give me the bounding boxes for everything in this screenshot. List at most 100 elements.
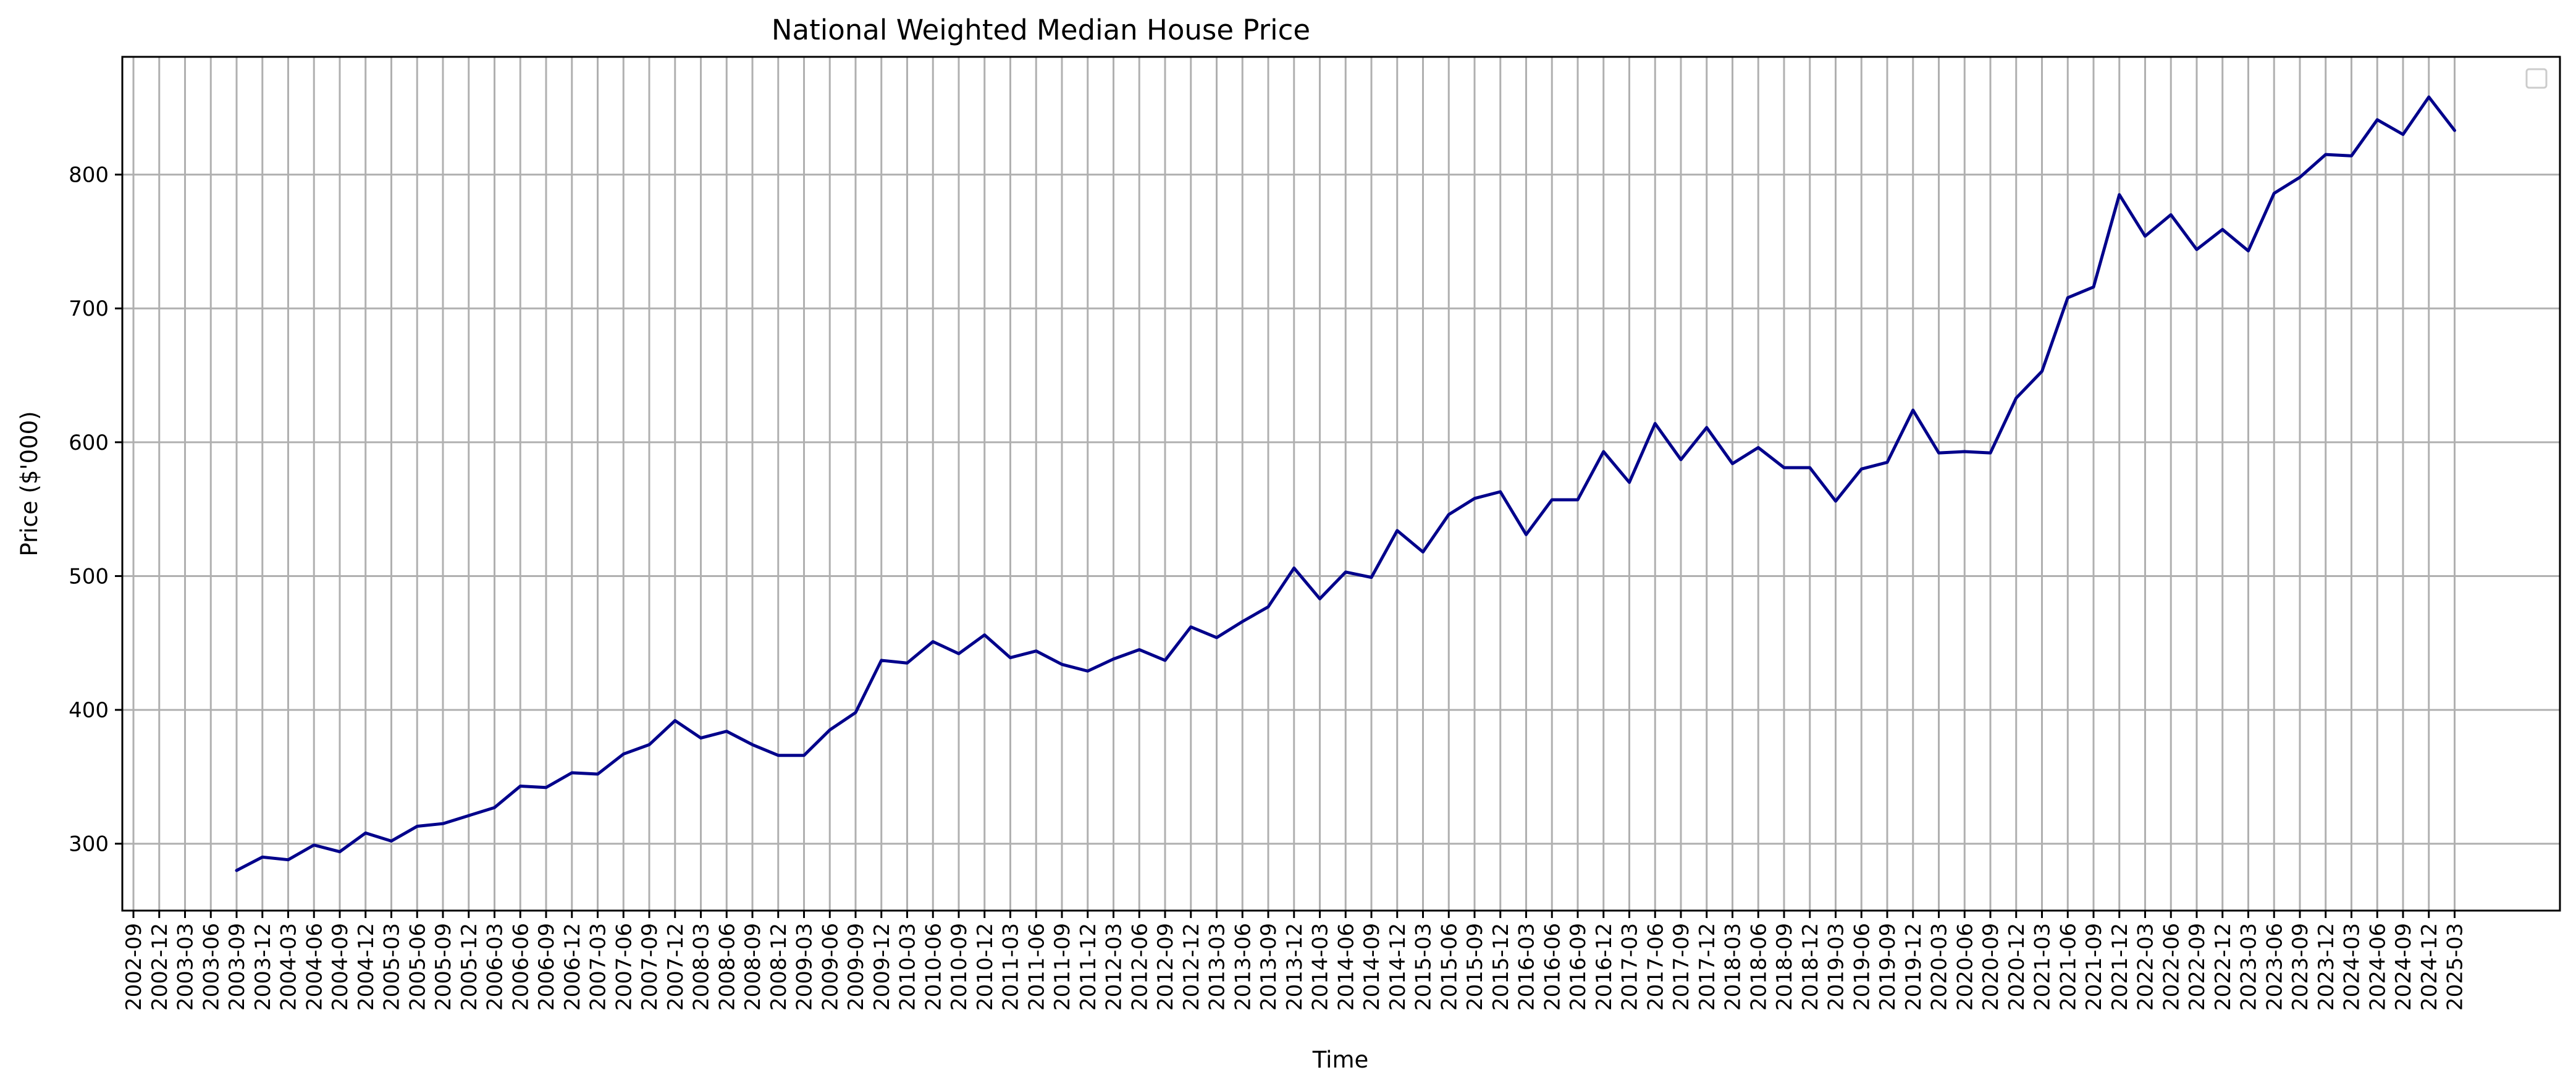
x-tick-label: 2009-06	[818, 923, 843, 1011]
x-tick-label: 2004-12	[354, 923, 379, 1011]
x-axis-ticks: 2002-09 2002-12 2003-03 2003-06 2003-09 2003-…	[122, 911, 2468, 1011]
x-tick-label: 2022-12	[2211, 923, 2236, 1011]
x-tick-label: 2019-06	[1850, 923, 1874, 1011]
x-tick-label: 2008-12	[767, 923, 791, 1011]
x-tick-label: 2011-03	[999, 923, 1024, 1011]
x-tick-label: 2024-12	[2417, 923, 2442, 1011]
series-layer	[235, 95, 2456, 872]
x-tick-label: 2017-03	[1618, 923, 1643, 1011]
x-tick-label: 2007-06	[612, 923, 636, 1011]
x-tick-label: 2008-03	[689, 923, 714, 1011]
x-tick-label: 2015-06	[1437, 923, 1462, 1011]
x-tick-label: 2007-12	[663, 923, 688, 1011]
x-tick-label: 2005-09	[431, 923, 456, 1011]
x-tick-label: 2013-03	[1205, 923, 1230, 1011]
x-tick-label: 2004-06	[302, 923, 327, 1011]
x-tick-label: 2018-06	[1746, 923, 1771, 1011]
x-tick-label: 2021-06	[2056, 923, 2081, 1011]
x-tick-label: 2011-06	[1024, 923, 1049, 1011]
x-tick-label: 2008-09	[741, 923, 765, 1011]
x-tick-label: 2007-03	[586, 923, 611, 1011]
x-tick-label: 2009-12	[870, 923, 894, 1011]
x-tick-label: 2010-03	[896, 923, 920, 1011]
x-tick-label: 2021-09	[2082, 923, 2107, 1011]
x-tick-label: 2014-12	[1386, 923, 1410, 1011]
x-tick-label: 2010-09	[947, 923, 972, 1011]
x-tick-label: 2012-09	[1153, 923, 1178, 1011]
x-tick-label: 2021-12	[2108, 923, 2132, 1011]
x-tick-label: 2005-03	[380, 923, 405, 1011]
x-tick-label: 2023-12	[2314, 923, 2339, 1011]
x-tick-label: 2018-12	[1798, 923, 1823, 1011]
x-tick-label: 2022-03	[2134, 923, 2158, 1011]
x-tick-label: 2017-09	[1669, 923, 1694, 1011]
y-tick-label: 600	[69, 431, 109, 455]
x-tick-label: 2023-06	[2262, 923, 2287, 1011]
y-axis-ticks: 300 400 500 600 700 800	[69, 163, 122, 857]
x-tick-label: 2019-03	[1824, 923, 1849, 1011]
y-tick-label: 800	[69, 163, 109, 188]
x-tick-label: 2019-12	[1901, 923, 1926, 1011]
x-tick-label: 2006-03	[483, 923, 508, 1011]
y-tick-label: 700	[69, 297, 109, 321]
x-tick-label: 2002-09	[122, 923, 146, 1011]
y-tick-label: 500	[69, 564, 109, 589]
x-tick-label: 2015-03	[1412, 923, 1436, 1011]
x-tick-label: 2009-03	[793, 923, 817, 1011]
x-tick-label: 2022-06	[2159, 923, 2184, 1011]
x-tick-label: 2025-03	[2443, 923, 2468, 1011]
x-tick-label: 2017-12	[1695, 923, 1720, 1011]
x-tick-label: 2002-12	[148, 923, 172, 1011]
x-tick-label: 2022-09	[2185, 923, 2210, 1011]
x-tick-label: 2012-06	[1127, 923, 1152, 1011]
y-gridlines	[122, 174, 2560, 845]
y-axis-label: Price ($'000)	[16, 411, 43, 556]
series-line	[235, 95, 2456, 872]
x-tick-label: 2003-12	[251, 923, 276, 1011]
x-tick-label: 2018-03	[1721, 923, 1746, 1011]
x-tick-label: 2014-06	[1334, 923, 1358, 1011]
plot-frame	[121, 56, 2561, 912]
x-tick-label: 2020-03	[1927, 923, 1952, 1011]
x-tick-label: 2004-03	[277, 923, 301, 1011]
x-tick-label: 2007-09	[638, 923, 662, 1011]
x-tick-label: 2024-06	[2365, 923, 2390, 1011]
x-tick-label: 2018-09	[1772, 923, 1797, 1011]
x-tick-label: 2016-06	[1540, 923, 1565, 1011]
x-tick-label: 2019-09	[1875, 923, 1900, 1011]
x-gridlines	[132, 57, 2456, 911]
x-axis-label: Time	[1312, 1047, 1369, 1073]
x-tick-label: 2005-06	[405, 923, 430, 1011]
x-tick-label: 2020-06	[1953, 923, 1977, 1011]
x-tick-label: 2014-09	[1360, 923, 1384, 1011]
x-tick-label: 2012-03	[1102, 923, 1127, 1011]
x-tick-label: 2016-03	[1515, 923, 1539, 1011]
x-tick-label: 2006-12	[560, 923, 585, 1011]
x-tick-label: 2003-09	[225, 923, 250, 1011]
x-tick-label: 2008-06	[715, 923, 739, 1011]
legend-box	[2525, 68, 2548, 89]
x-tick-label: 2013-12	[1282, 923, 1307, 1011]
x-tick-label: 2023-03	[2237, 923, 2262, 1011]
x-tick-label: 2017-06	[1643, 923, 1668, 1011]
x-tick-label: 2014-03	[1308, 923, 1333, 1011]
x-tick-label: 2010-06	[921, 923, 946, 1011]
y-tick-label: 400	[69, 698, 109, 723]
x-tick-label: 2011-12	[1076, 923, 1101, 1011]
x-tick-label: 2020-12	[2005, 923, 2029, 1011]
x-tick-label: 2012-12	[1179, 923, 1204, 1011]
x-tick-label: 2015-09	[1463, 923, 1488, 1011]
y-tick-label: 300	[69, 832, 109, 857]
x-tick-label: 2013-06	[1231, 923, 1255, 1011]
x-tick-label: 2006-06	[508, 923, 533, 1011]
x-tick-label: 2004-09	[328, 923, 353, 1011]
x-tick-label: 2003-06	[199, 923, 224, 1011]
x-tick-label: 2016-12	[1592, 923, 1617, 1011]
x-tick-label: 2023-09	[2288, 923, 2313, 1011]
x-tick-label: 2010-12	[973, 923, 998, 1011]
x-tick-label: 2013-09	[1256, 923, 1281, 1011]
x-tick-label: 2006-09	[534, 923, 559, 1011]
